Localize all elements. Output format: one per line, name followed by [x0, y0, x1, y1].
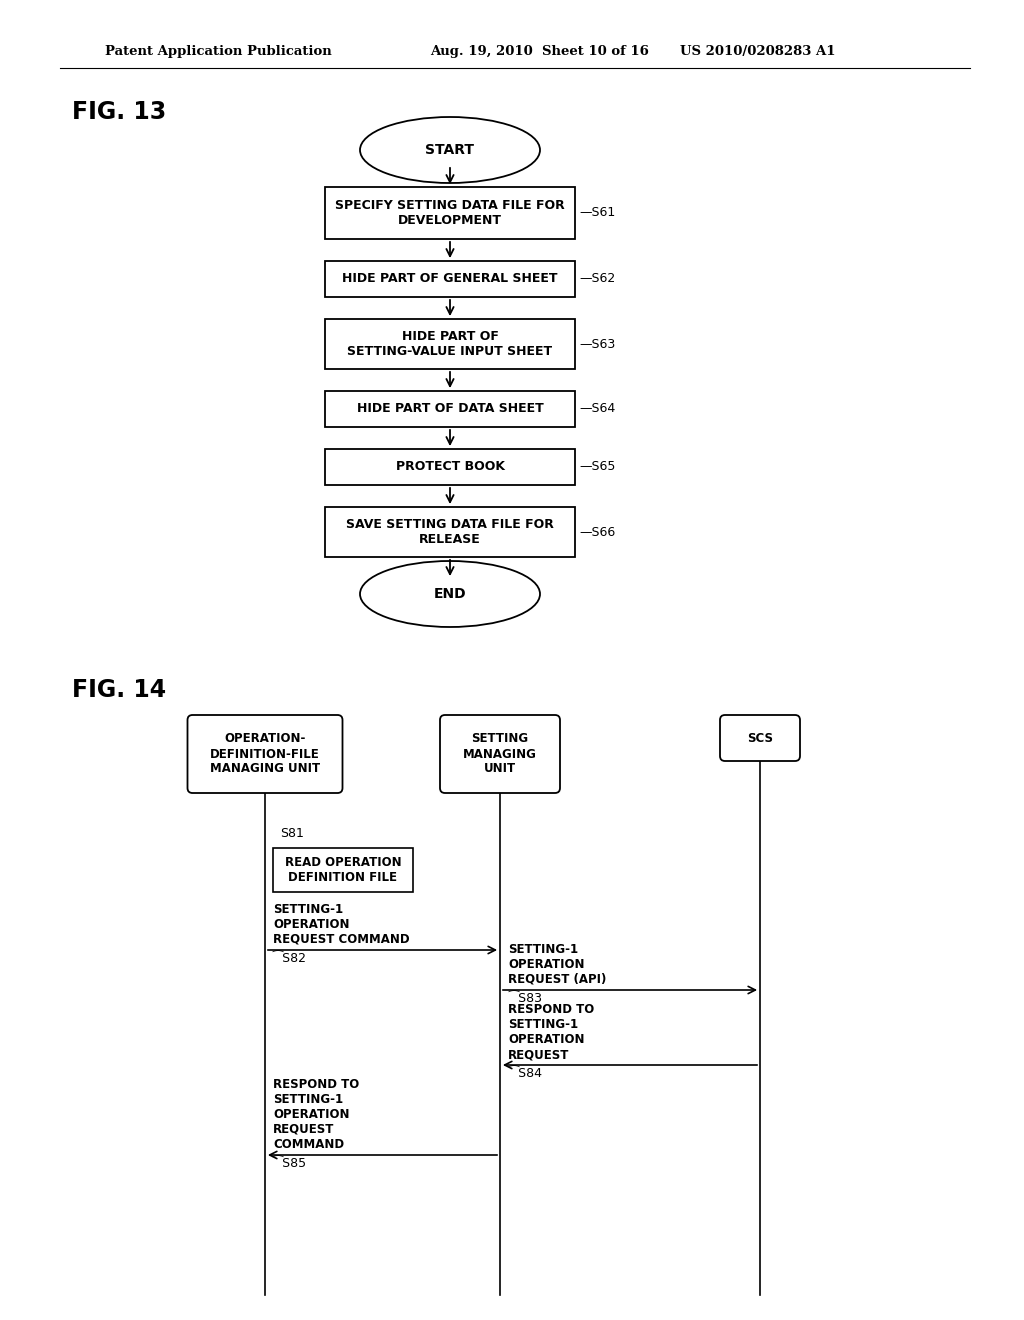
Text: —S63: —S63: [579, 338, 615, 351]
FancyBboxPatch shape: [325, 449, 575, 484]
FancyBboxPatch shape: [325, 261, 575, 297]
Text: SPECIFY SETTING DATA FILE FOR
DEVELOPMENT: SPECIFY SETTING DATA FILE FOR DEVELOPMEN…: [335, 199, 565, 227]
Text: SETTING
MANAGING
UNIT: SETTING MANAGING UNIT: [463, 733, 537, 776]
Text: SAVE SETTING DATA FILE FOR
RELEASE: SAVE SETTING DATA FILE FOR RELEASE: [346, 517, 554, 546]
Text: OPERATION-
DEFINITION-FILE
MANAGING UNIT: OPERATION- DEFINITION-FILE MANAGING UNIT: [210, 733, 321, 776]
Text: Aug. 19, 2010  Sheet 10 of 16: Aug. 19, 2010 Sheet 10 of 16: [430, 45, 649, 58]
Text: FIG. 13: FIG. 13: [72, 100, 166, 124]
Ellipse shape: [360, 561, 540, 627]
Text: RESPOND TO
SETTING-1
OPERATION
REQUEST
COMMAND: RESPOND TO SETTING-1 OPERATION REQUEST C…: [273, 1078, 359, 1151]
Text: S81: S81: [280, 828, 304, 840]
Text: RESPOND TO
SETTING-1
OPERATION
REQUEST: RESPOND TO SETTING-1 OPERATION REQUEST: [508, 1003, 594, 1061]
Text: FIG. 14: FIG. 14: [72, 678, 166, 702]
Text: PROTECT BOOK: PROTECT BOOK: [395, 461, 505, 474]
Text: SETTING-1
OPERATION
REQUEST (API): SETTING-1 OPERATION REQUEST (API): [508, 942, 606, 986]
Text: ⁀S84: ⁀S84: [508, 1067, 542, 1080]
FancyBboxPatch shape: [720, 715, 800, 762]
Ellipse shape: [360, 117, 540, 183]
Text: US 2010/0208283 A1: US 2010/0208283 A1: [680, 45, 836, 58]
Text: —S62: —S62: [579, 272, 615, 285]
Text: HIDE PART OF
SETTING-VALUE INPUT SHEET: HIDE PART OF SETTING-VALUE INPUT SHEET: [347, 330, 553, 358]
Text: —S66: —S66: [579, 525, 615, 539]
Text: SETTING-1
OPERATION
REQUEST COMMAND: SETTING-1 OPERATION REQUEST COMMAND: [273, 903, 410, 946]
Text: START: START: [426, 143, 474, 157]
Text: ⁀S82: ⁀S82: [273, 952, 307, 965]
Text: SCS: SCS: [746, 731, 773, 744]
Text: END: END: [434, 587, 466, 601]
Text: ⁀S85: ⁀S85: [273, 1158, 307, 1170]
Text: ⁀S83: ⁀S83: [508, 993, 542, 1005]
Text: —S65: —S65: [579, 461, 615, 474]
Text: —S64: —S64: [579, 403, 615, 416]
Text: HIDE PART OF DATA SHEET: HIDE PART OF DATA SHEET: [356, 403, 544, 416]
FancyBboxPatch shape: [325, 391, 575, 426]
FancyBboxPatch shape: [325, 507, 575, 557]
Text: Patent Application Publication: Patent Application Publication: [105, 45, 332, 58]
FancyBboxPatch shape: [325, 319, 575, 370]
FancyBboxPatch shape: [273, 847, 413, 892]
Text: —S61: —S61: [579, 206, 615, 219]
Text: HIDE PART OF GENERAL SHEET: HIDE PART OF GENERAL SHEET: [342, 272, 558, 285]
FancyBboxPatch shape: [187, 715, 342, 793]
FancyBboxPatch shape: [325, 187, 575, 239]
Text: READ OPERATION
DEFINITION FILE: READ OPERATION DEFINITION FILE: [285, 855, 401, 884]
FancyBboxPatch shape: [440, 715, 560, 793]
